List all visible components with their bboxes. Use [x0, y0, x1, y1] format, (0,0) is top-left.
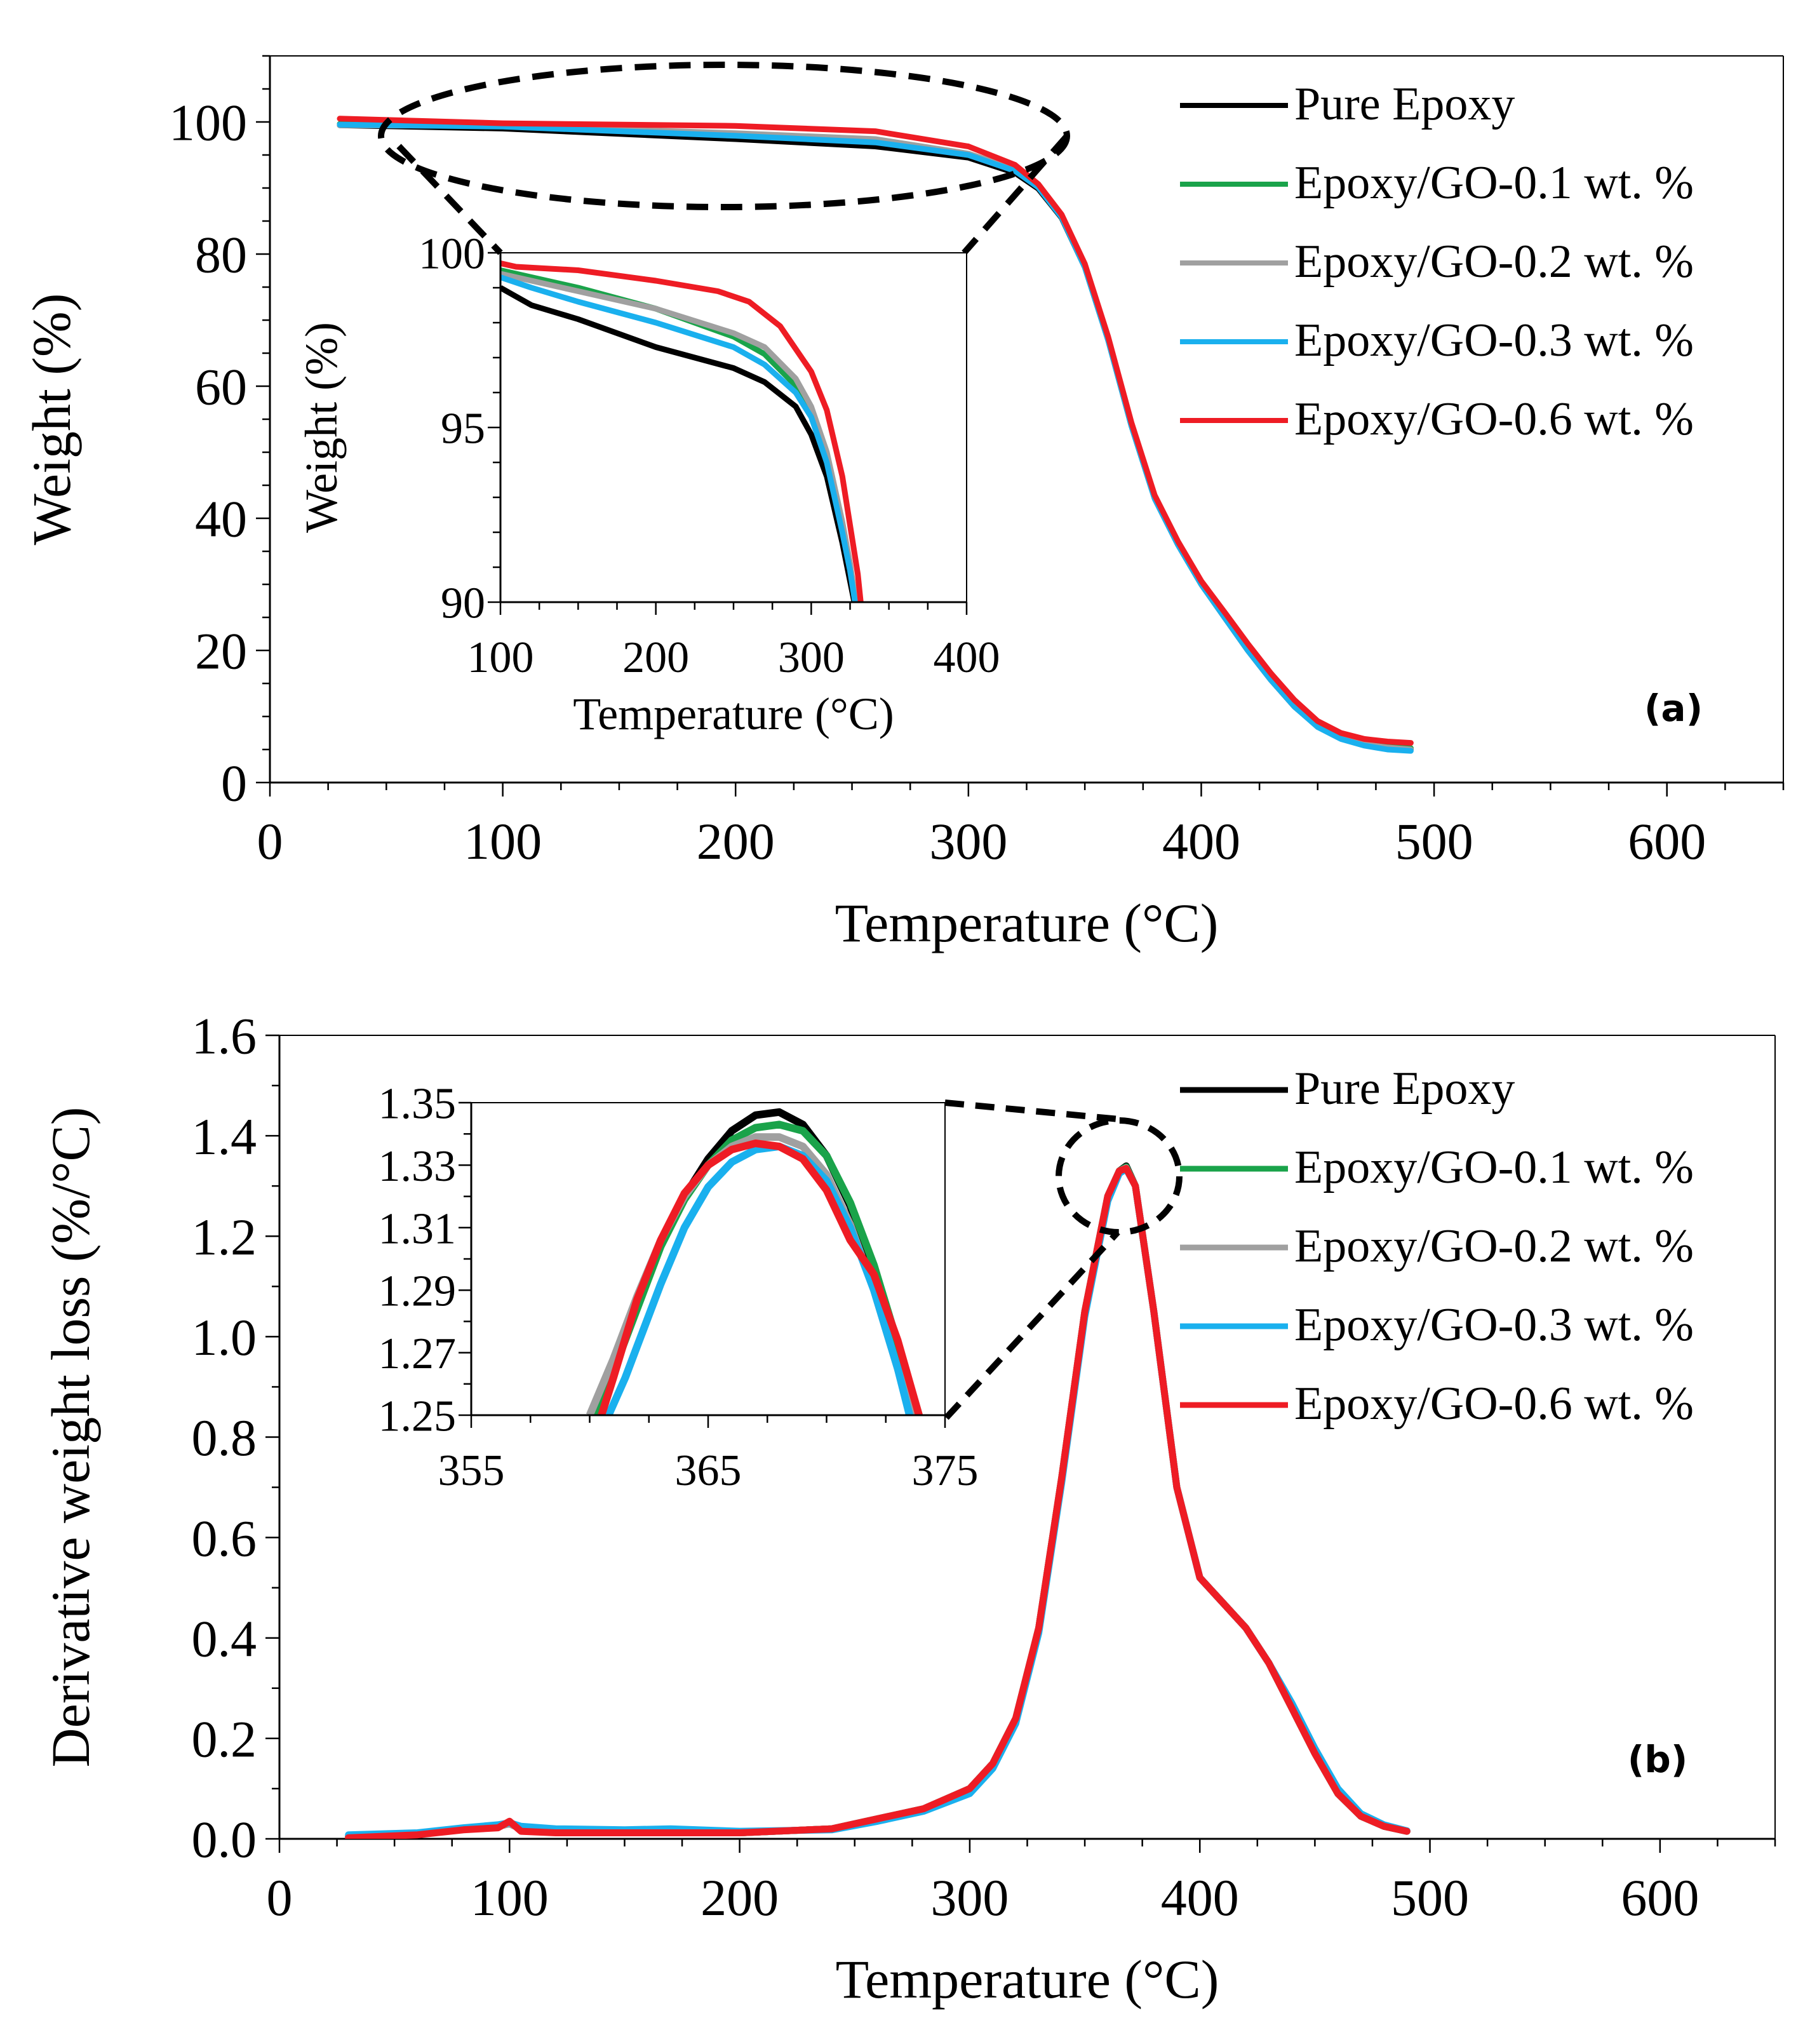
panel-label: (b) [1628, 1738, 1688, 1781]
x-tick-label: 300 [929, 812, 1007, 870]
legend-label-go02: Epoxy/GO-0.2 wt. % [1294, 1220, 1694, 1272]
y-tick-label: 0.2 [192, 1711, 257, 1768]
inset-x-tick-label: 200 [622, 633, 689, 682]
inset-series-line-go03 [500, 274, 858, 602]
y-tick-label: 1.0 [192, 1308, 257, 1366]
inset-series-line-go06 [598, 1140, 923, 1415]
inset-series-line-go06 [500, 260, 864, 602]
inset-background [500, 253, 967, 602]
inset-y-tick-label: 90 [441, 579, 485, 628]
zoom-ellipse [1056, 1117, 1183, 1235]
inset-y-tick-label: 100 [419, 230, 485, 279]
inset-x-tick-label: 400 [934, 633, 1000, 682]
panel-a-inset: 100 200 300 400 90 95 100 Temperature (°C) Weigh… [296, 230, 1000, 740]
x-tick-label: 300 [930, 1869, 1009, 1926]
series-line-go06 [345, 1165, 1411, 1839]
x-tick-label: 400 [1162, 812, 1240, 870]
zoom-connector-left [396, 144, 503, 255]
x-tick-label: 200 [697, 812, 775, 870]
legend-label-go06: Epoxy/GO-0.6 wt. % [1294, 393, 1694, 445]
y-tick-label: 0 [221, 755, 247, 812]
legend-label-go01: Epoxy/GO-0.1 wt. % [1294, 157, 1694, 209]
y-tick-label: 1.2 [192, 1208, 257, 1266]
inset-y-tick-label: 1.31 [379, 1204, 457, 1253]
x-tick-label: 400 [1161, 1869, 1239, 1926]
x-tick-label: 200 [701, 1869, 779, 1926]
inset-x-tick-label: 300 [778, 633, 845, 682]
inset-x-axis-title: Temperature (°C) [573, 689, 894, 739]
y-tick-label: 0.8 [192, 1409, 257, 1467]
x-tick-label: 0 [257, 812, 283, 870]
panel-a-weight-chart: 0 100 200 300 400 500 600 0 20 40 60 80 100 Temperatu… [21, 55, 1785, 953]
inset-y-tick-label: 1.27 [379, 1329, 457, 1378]
inset-x-tick-label: 375 [912, 1446, 979, 1495]
legend-label-go06: Epoxy/GO-0.6 wt. % [1294, 1378, 1694, 1430]
legend-label-go01: Epoxy/GO-0.1 wt. % [1294, 1141, 1694, 1193]
panel-b-derivative-chart: 0 100 200 300 400 500 600 0.0 0.2 0.4 0.6 0.8 1.0 1.2… [40, 1007, 1776, 2010]
y-tick-label: 0.6 [192, 1509, 257, 1567]
inset-y-tick-label: 1.35 [379, 1080, 457, 1129]
x-tick-label: 600 [1621, 1869, 1699, 1926]
x-axis-title: Temperature (°C) [836, 1949, 1219, 2010]
inset-y-tick-label: 1.29 [379, 1267, 457, 1316]
legend-label-pure: Pure Epoxy [1294, 78, 1515, 130]
legend-label-pure: Pure Epoxy [1294, 1063, 1515, 1115]
y-tick-label: 60 [195, 358, 247, 416]
inset-x-tick-label: 100 [467, 633, 534, 682]
y-tick-label: 1.6 [192, 1007, 257, 1065]
y-tick-label: 80 [195, 226, 247, 284]
zoom-connector-bottom [944, 1230, 1120, 1420]
panel-b-inset: 355 365 375 1.25 1.27 1.29 1.31 1.33 1.35 [379, 1080, 979, 1496]
inset-x-tick-label: 365 [675, 1446, 742, 1495]
x-tick-label: 0 [267, 1869, 293, 1926]
y-tick-label: 20 [195, 622, 247, 680]
x-tick-label: 500 [1391, 1869, 1469, 1926]
y-tick-label: 1.4 [192, 1108, 257, 1166]
inset-x-tick-label: 355 [438, 1446, 505, 1495]
zoom-connector-right [962, 133, 1069, 255]
x-axis-title: Temperature (°C) [835, 892, 1219, 953]
inset-y-tick-label: 95 [441, 405, 485, 454]
inset-y-tick-label: 1.33 [379, 1142, 457, 1191]
x-tick-label: 100 [464, 812, 542, 870]
inset-y-tick-label: 1.25 [379, 1392, 457, 1441]
y-tick-label: 0.4 [192, 1610, 257, 1667]
inset-y-axis-title: Weight (%) [296, 322, 347, 533]
legend-label-go03: Epoxy/GO-0.3 wt. % [1294, 1299, 1694, 1351]
x-tick-label: 100 [471, 1869, 549, 1926]
legend-label-go02: Epoxy/GO-0.2 wt. % [1294, 236, 1694, 288]
y-tick-label: 40 [195, 490, 247, 548]
y-axis-title: Weight (%) [21, 293, 82, 546]
panel-label: (a) [1644, 687, 1703, 730]
x-tick-label: 500 [1395, 812, 1473, 870]
x-tick-label: 600 [1628, 812, 1706, 870]
y-axis-title: Derivative weight loss (%/°C) [40, 1107, 101, 1768]
series-line-go06 [337, 116, 1414, 746]
y-tick-label: 0.0 [192, 1811, 257, 1869]
legend-label-go03: Epoxy/GO-0.3 wt. % [1294, 314, 1694, 366]
y-tick-label: 100 [169, 94, 247, 152]
